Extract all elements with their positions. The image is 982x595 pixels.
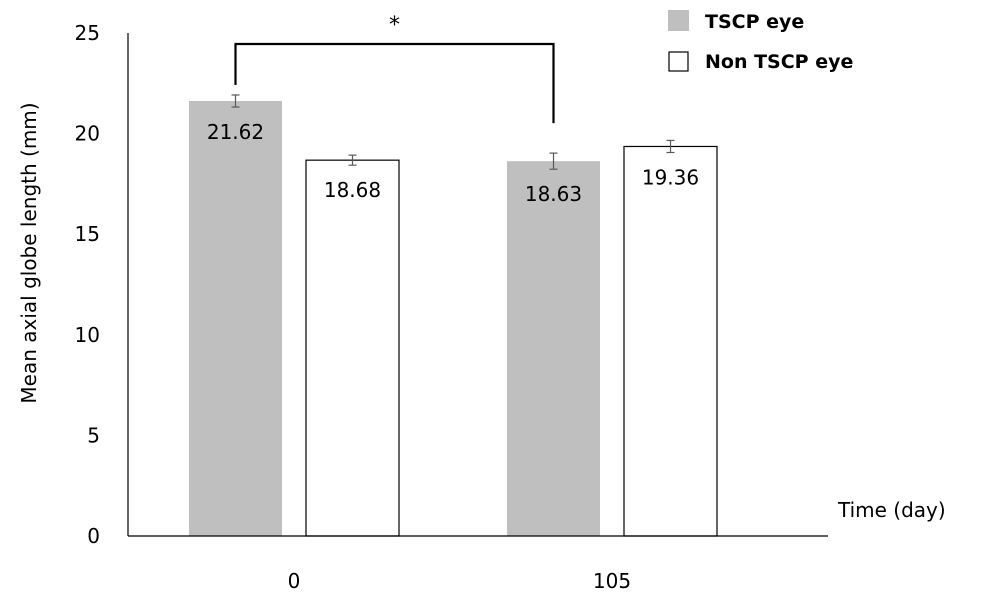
legend-label: TSCP eye xyxy=(705,11,804,33)
data-label: 19.36 xyxy=(642,166,699,190)
legend-swatch xyxy=(668,51,689,72)
y-tick-label: 5 xyxy=(87,423,100,447)
y-axis-title: Mean axial globe length (mm) xyxy=(17,102,41,403)
data-labels: 21.62 18.63 18.68 19.36 xyxy=(207,120,699,206)
y-tick-label: 20 xyxy=(75,122,100,146)
bar xyxy=(189,101,282,536)
error-bar xyxy=(549,152,558,170)
significance-bracket xyxy=(234,42,555,124)
error-bar xyxy=(666,139,675,154)
bar xyxy=(623,145,718,537)
y-tick-label: 25 xyxy=(75,21,100,45)
error-bars xyxy=(231,94,675,170)
legend-item: Non TSCP eye xyxy=(668,51,853,73)
significance-annotation: * xyxy=(234,13,555,124)
data-label: 18.63 xyxy=(525,182,582,206)
y-axis: 0 5 10 15 20 25 xyxy=(75,21,129,548)
y-tick-label: 10 xyxy=(75,323,100,347)
error-bar xyxy=(348,154,357,166)
x-tick-label: 0 xyxy=(288,569,301,593)
data-label: 21.62 xyxy=(207,120,264,144)
legend-item: TSCP eye xyxy=(668,10,804,33)
x-tick-label: 105 xyxy=(593,569,631,593)
y-tick-label: 15 xyxy=(75,222,100,246)
y-tick-label: 0 xyxy=(87,524,100,548)
error-bar xyxy=(231,94,240,108)
data-label: 18.68 xyxy=(324,178,381,202)
bar xyxy=(305,159,400,537)
significance-marker: * xyxy=(389,13,400,38)
legend-label: Non TSCP eye xyxy=(705,51,853,73)
x-axis: 0 105 xyxy=(128,535,828,593)
x-axis-title: Time (day) xyxy=(837,498,946,522)
bar xyxy=(507,161,600,536)
legend-swatch xyxy=(668,10,689,31)
legend: TSCP eye Non TSCP eye xyxy=(668,10,853,73)
bars xyxy=(189,101,718,537)
